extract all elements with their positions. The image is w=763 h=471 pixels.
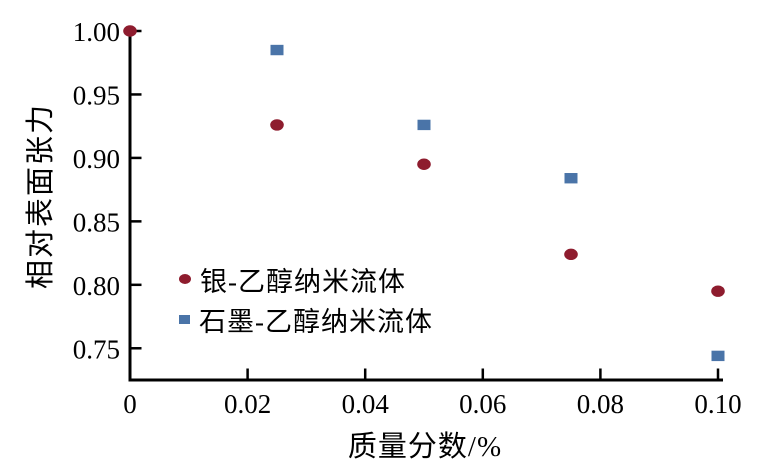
legend-circle-marker-icon [179, 274, 191, 284]
legend-item-silver-nanofluid: 银-乙醇纳米流体 [179, 259, 433, 299]
data-point-circle [711, 285, 725, 297]
y-axis-title: 相对表面张力 [25, 102, 57, 290]
y-tick-label: 0.95 [73, 80, 120, 110]
data-point-square [711, 350, 725, 362]
x-tick-label: 0.08 [577, 389, 624, 419]
legend: 银-乙醇纳米流体 石墨-乙醇纳米流体 [179, 259, 433, 339]
data-point-square [417, 119, 431, 131]
y-tick-label: 0.80 [73, 271, 120, 301]
data-point-circle [417, 158, 431, 170]
data-point-circle [564, 248, 578, 261]
x-tick-label: 0 [123, 389, 137, 419]
x-tick-label: 0.02 [224, 389, 271, 419]
x-tick-label: 0.04 [342, 389, 390, 419]
x-axis-title: 质量分数/% [347, 431, 503, 463]
y-tick-label: 1.00 [73, 17, 120, 47]
x-tick-label: 0.06 [459, 389, 506, 419]
y-tick-label: 0.75 [73, 334, 120, 364]
data-point-square [270, 44, 284, 56]
y-tick-label: 0.85 [73, 207, 120, 237]
legend-label: 石墨-乙醇纳米流体 [199, 306, 433, 337]
data-point-square [564, 173, 578, 184]
data-point-circle [123, 25, 137, 37]
legend-item-graphite-nanofluid: 石墨-乙醇纳米流体 [179, 299, 433, 339]
data-point-circle [270, 119, 284, 131]
legend-label: 银-乙醇纳米流体 [200, 266, 406, 297]
legend-square-marker-icon [179, 314, 190, 324]
y-tick-label: 0.90 [73, 144, 120, 174]
x-tick-label: 0.10 [694, 389, 741, 419]
